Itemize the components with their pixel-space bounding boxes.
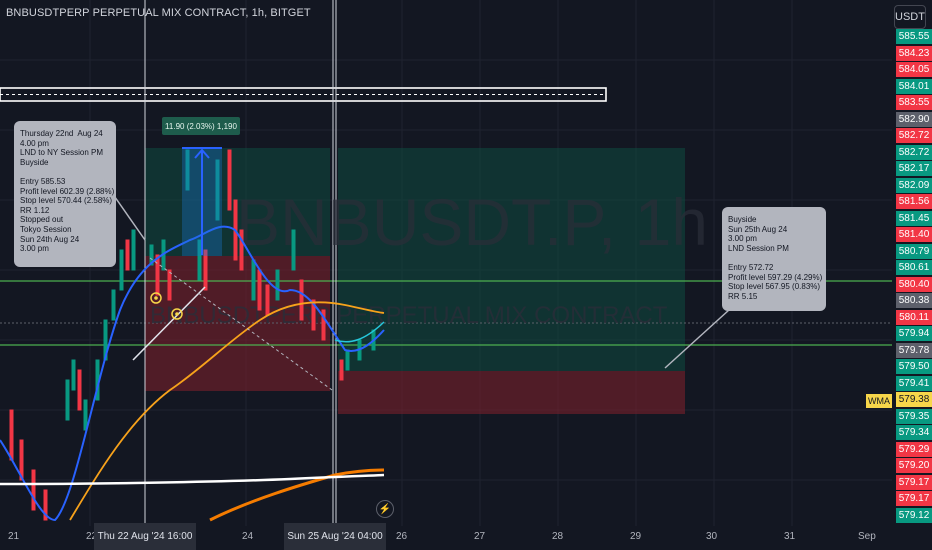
- time-tick-30: 30: [706, 531, 718, 542]
- time-tick-28: 28: [552, 531, 564, 542]
- lightning-icon[interactable]: ⚡: [376, 500, 394, 518]
- chart-title: BNBUSDTPERP PERPETUAL MIX CONTRACT, 1h, …: [6, 7, 311, 19]
- price-label: 579.41: [896, 375, 932, 391]
- dashed-projection-line[interactable]: [149, 257, 333, 391]
- price-label: 581.56: [896, 194, 932, 209]
- price-label: 585.55: [896, 29, 932, 44]
- price-label: 579.12: [896, 507, 932, 523]
- white-ma-line: [0, 473, 385, 486]
- price-label: 581.40: [896, 227, 932, 242]
- watermark-subtitle: BNBUSDTPERP PERPETUAL MIX CONTRACT: [150, 302, 668, 329]
- time-tick-26: 26: [396, 531, 408, 542]
- long-position-2-profit-zone[interactable]: [338, 148, 685, 371]
- price-label: 584.05: [896, 62, 932, 77]
- time-cursor-label-2: Sun 25 Aug '24 04:00: [284, 523, 386, 550]
- price-label: 579.94: [896, 326, 932, 341]
- price-label: 579.17: [896, 491, 932, 506]
- teal-ma-line: [334, 321, 385, 343]
- marker-icon-2: [171, 308, 183, 320]
- trade-note-left[interactable]: Thursday 22nd Aug 24 4.00 pm LND to NY S…: [14, 121, 116, 267]
- price-label: 579.50: [896, 359, 932, 374]
- price-label: 579.78: [896, 342, 932, 358]
- price-label: 580.79: [896, 243, 932, 259]
- price-label: 582.09: [896, 177, 932, 193]
- price-label: 581.45: [896, 210, 932, 226]
- price-label: 584.01: [896, 78, 932, 94]
- price-label: 584.23: [896, 45, 932, 61]
- time-tick-24: 24: [242, 531, 254, 542]
- trade-note-right[interactable]: Buyside Sun 25th Aug 24 3.00 pm LND Sess…: [722, 207, 826, 311]
- orange-ma-line: [69, 301, 385, 521]
- price-label: 579.34: [896, 425, 932, 440]
- marker-icon-1: [150, 292, 162, 304]
- price-label: 579.20: [896, 458, 932, 473]
- trend-line-drawing[interactable]: [132, 286, 206, 361]
- measure-label: 11.90 (2.03%) 1,190: [162, 117, 240, 135]
- price-label: 580.40: [896, 276, 932, 292]
- time-tick-21: 21: [8, 531, 20, 542]
- price-label: 579.29: [896, 441, 932, 457]
- currency-selector-button[interactable]: USDT: [894, 5, 926, 29]
- time-tick-31: 31: [784, 531, 796, 542]
- price-label: 582.72: [896, 144, 932, 160]
- price-label: 582.72: [896, 128, 932, 143]
- time-tick-sep: Sep: [858, 531, 876, 542]
- price-label: 579.17: [896, 474, 932, 490]
- time-tick-22: 22: [86, 531, 98, 542]
- watermark-symbol: BNBUSDT.P, 1h: [236, 185, 708, 259]
- time-tick-27: 27: [474, 531, 486, 542]
- price-label: 582.90: [896, 111, 932, 127]
- price-label: 580.38: [896, 293, 932, 308]
- price-label: 582.17: [896, 161, 932, 176]
- price-label: 580.11: [896, 309, 932, 325]
- price-label: 579.35: [896, 408, 932, 424]
- time-tick-29: 29: [630, 531, 642, 542]
- wma-label: WMA: [866, 394, 892, 408]
- dashed-box-drawing[interactable]: [0, 87, 607, 102]
- price-label: 583.55: [896, 95, 932, 110]
- long-position-2-stop-zone[interactable]: [338, 371, 685, 414]
- blue-ma-line: [0, 225, 385, 522]
- price-label: 579.38: [896, 392, 932, 407]
- price-label: 580.61: [896, 260, 932, 275]
- time-cursor-label-1: Thu 22 Aug '24 16:00: [94, 523, 196, 550]
